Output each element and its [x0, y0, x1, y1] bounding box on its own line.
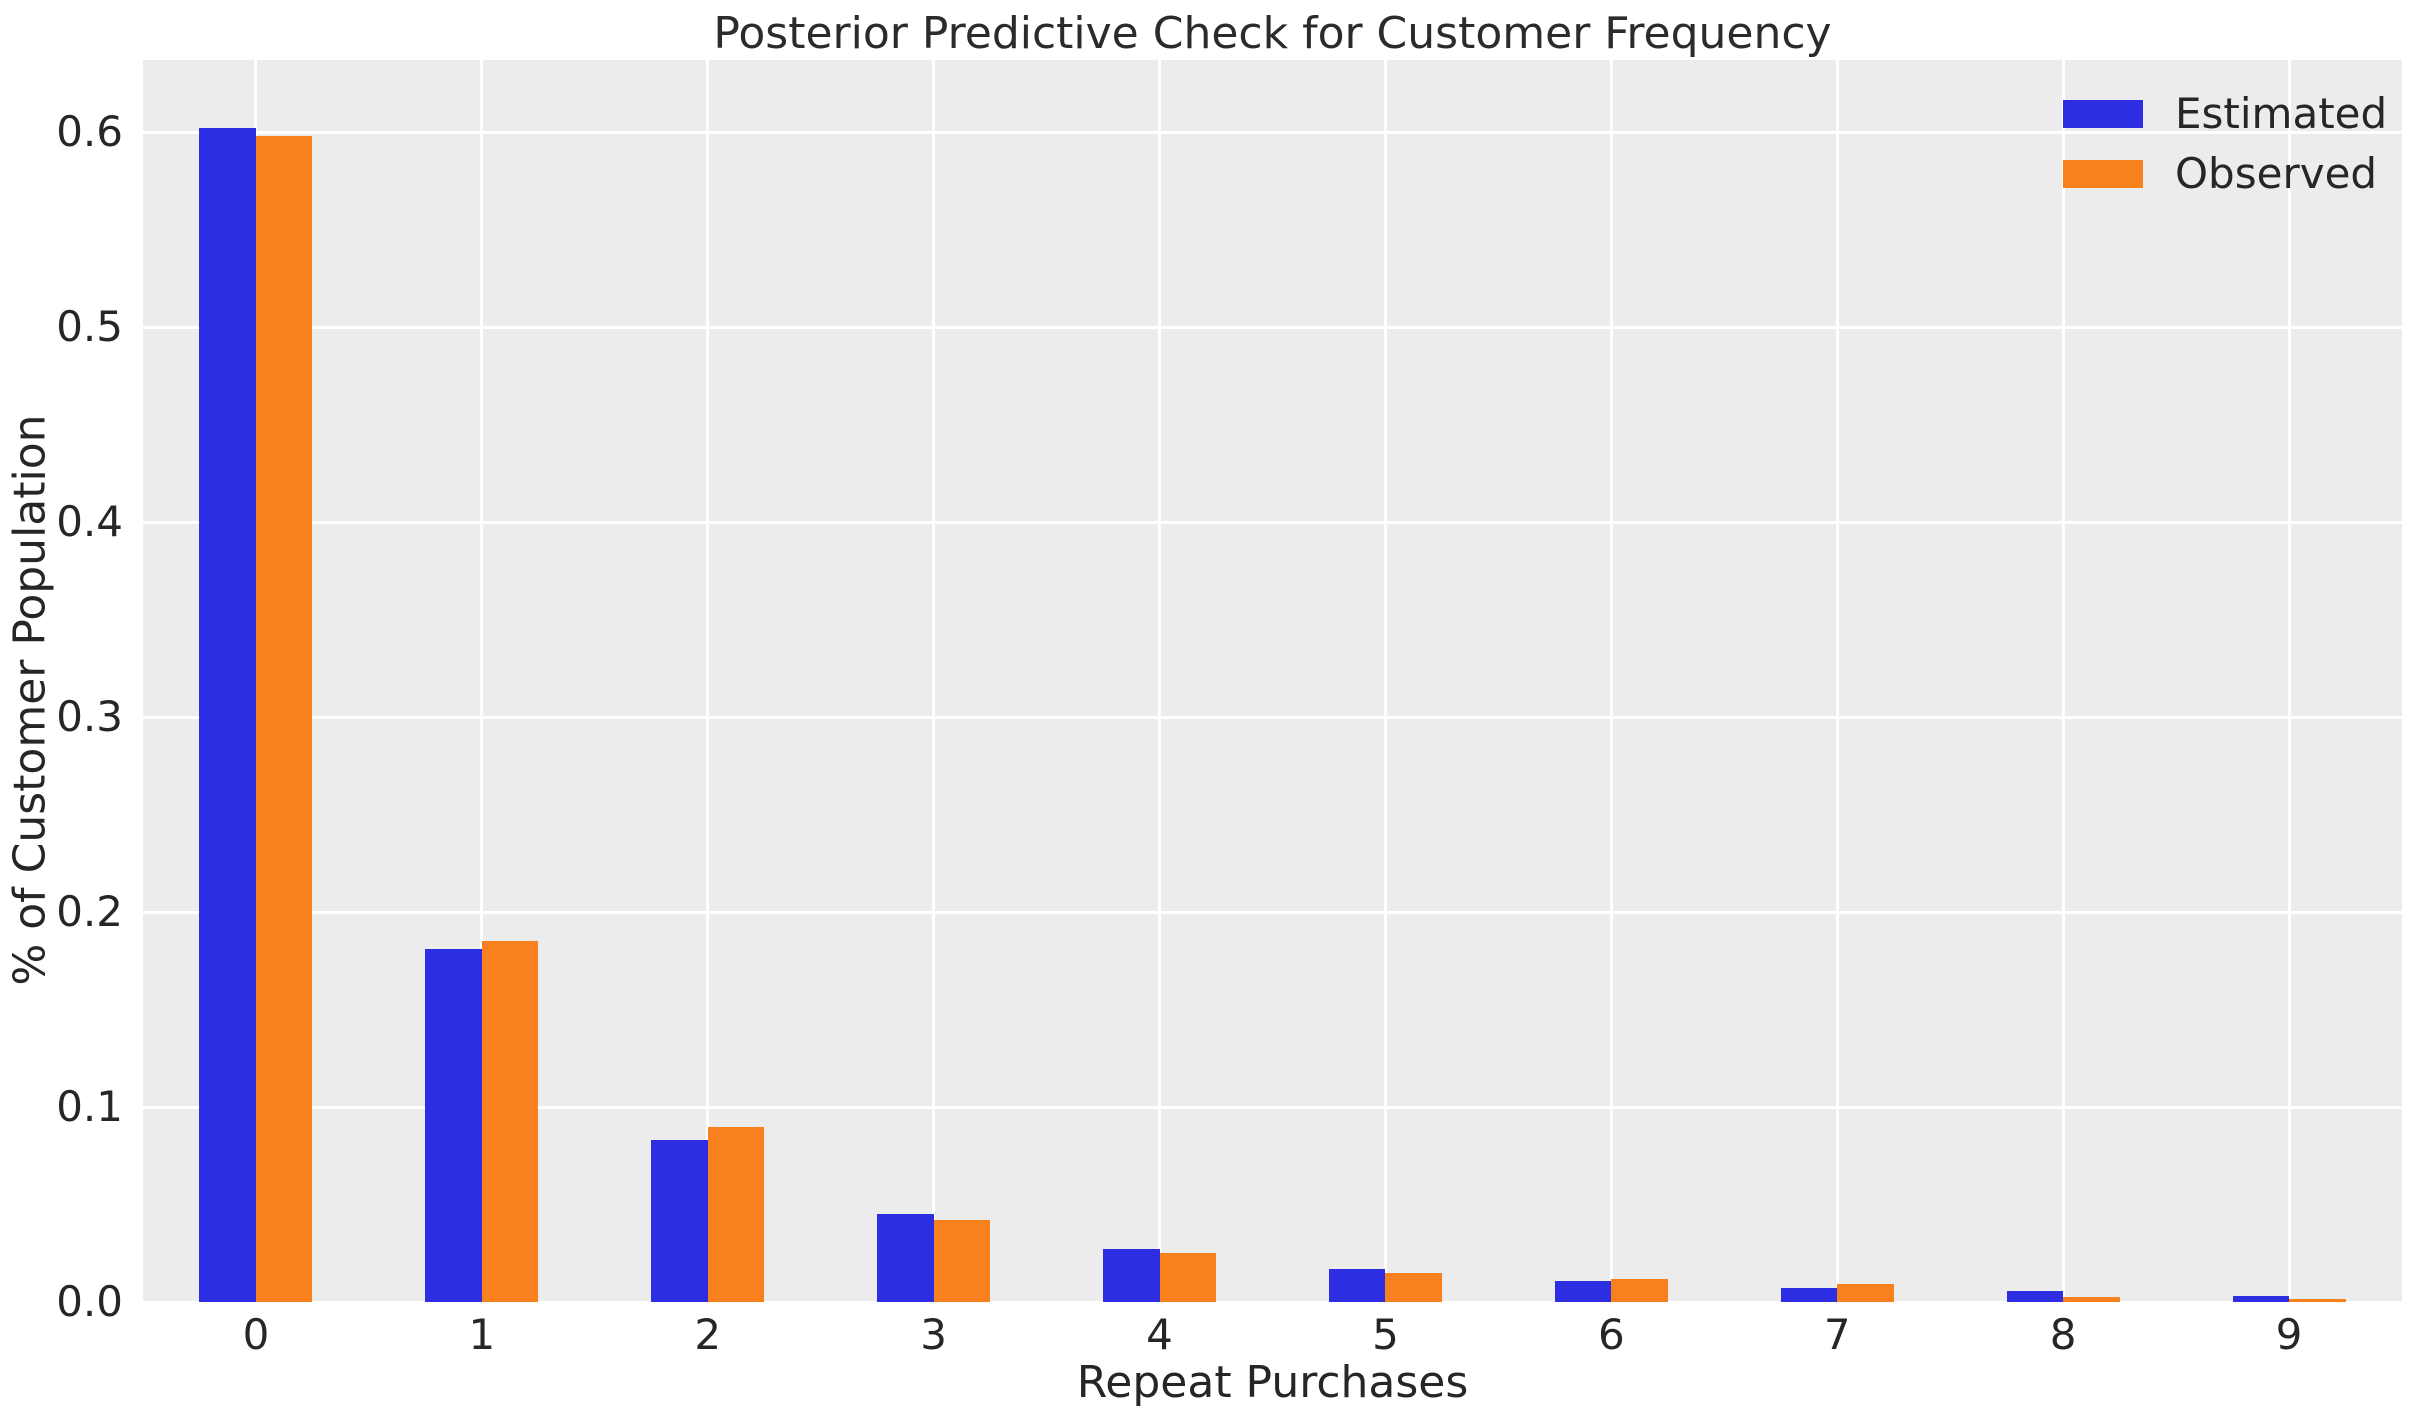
- bar-estimated-5: [1328, 1268, 1386, 1302]
- bar-estimated-7: [1780, 1288, 1838, 1302]
- v-gridline-2: [706, 60, 710, 1302]
- legend-label-observed: Observed: [2175, 149, 2378, 198]
- x-tick-label-9: 9: [2275, 1310, 2303, 1359]
- x-tick-label-4: 4: [1146, 1310, 1173, 1359]
- bar-observed-0: [255, 136, 313, 1302]
- chart-title: Posterior Predictive Check for Customer …: [713, 8, 1832, 59]
- bar-observed-7: [1837, 1284, 1894, 1302]
- v-gridline-6: [1609, 60, 1613, 1302]
- x-tick-label-3: 3: [920, 1310, 948, 1359]
- h-gridline-0.3: [143, 715, 2402, 719]
- y-tick-label-0.2: 0.2: [56, 887, 123, 937]
- v-gridline-8: [2061, 60, 2065, 1302]
- x-tick-label-8: 8: [2049, 1310, 2077, 1359]
- x-tick-label-7: 7: [1823, 1310, 1851, 1359]
- x-tick-label-5: 5: [1372, 1310, 1399, 1359]
- x-tick-label-6: 6: [1597, 1310, 1625, 1359]
- legend-item-observed: Observed: [2063, 152, 2387, 196]
- y-tick-label-0.3: 0.3: [56, 692, 123, 742]
- bar-observed-8: [2063, 1297, 2120, 1302]
- bar-estimated-1: [425, 949, 482, 1302]
- h-gridline-0.2: [143, 910, 2402, 914]
- x-axis-label: Repeat Purchases: [1076, 1357, 1469, 1408]
- v-gridline-1: [480, 60, 484, 1302]
- bar-observed-9: [2289, 1299, 2346, 1302]
- x-tick-label-1: 1: [468, 1310, 496, 1359]
- legend: Estimated Observed: [2063, 92, 2387, 196]
- legend-label-estimated: Estimated: [2175, 89, 2388, 138]
- bar-estimated-9: [2232, 1296, 2290, 1302]
- plot-area: [143, 60, 2402, 1304]
- bar-estimated-8: [2006, 1291, 2064, 1302]
- bar-observed-4: [1159, 1253, 1217, 1302]
- legend-swatch-estimated: [2063, 100, 2143, 128]
- legend-swatch-observed: [2063, 160, 2143, 188]
- h-gridline-0.4: [143, 520, 2402, 524]
- y-tick-label-0.0: 0.0: [56, 1277, 123, 1326]
- v-gridline-9: [2287, 60, 2291, 1302]
- bar-estimated-3: [877, 1214, 934, 1302]
- v-gridline-4: [1158, 60, 1162, 1302]
- bar-observed-6: [1611, 1278, 1668, 1302]
- bar-estimated-2: [651, 1140, 708, 1302]
- v-gridline-7: [1835, 60, 1839, 1302]
- legend-item-estimated: Estimated: [2063, 92, 2387, 136]
- y-tick-label-0.5: 0.5: [56, 302, 123, 352]
- bar-estimated-4: [1103, 1249, 1160, 1302]
- x-tick-label-0: 0: [242, 1310, 270, 1359]
- y-tick-label-0.1: 0.1: [56, 1082, 123, 1132]
- bar-estimated-6: [1554, 1280, 1612, 1302]
- bar-observed-1: [481, 941, 539, 1302]
- h-gridline-0.0: [143, 1300, 2402, 1304]
- bar-observed-5: [1385, 1272, 1442, 1302]
- h-gridline-0.1: [143, 1105, 2402, 1109]
- y-tick-label-0.4: 0.4: [56, 497, 123, 547]
- bar-observed-3: [933, 1220, 991, 1302]
- v-gridline-3: [932, 60, 936, 1302]
- h-gridline-0.5: [143, 325, 2402, 329]
- bar-estimated-0: [199, 128, 256, 1302]
- bar-observed-2: [707, 1126, 765, 1302]
- h-gridline-0.6: [143, 130, 2402, 134]
- y-axis-label: % of Customer Population: [4, 414, 56, 986]
- x-tick-label-2: 2: [694, 1310, 722, 1359]
- y-tick-label-0.6: 0.6: [56, 107, 123, 157]
- v-gridline-5: [1383, 60, 1387, 1302]
